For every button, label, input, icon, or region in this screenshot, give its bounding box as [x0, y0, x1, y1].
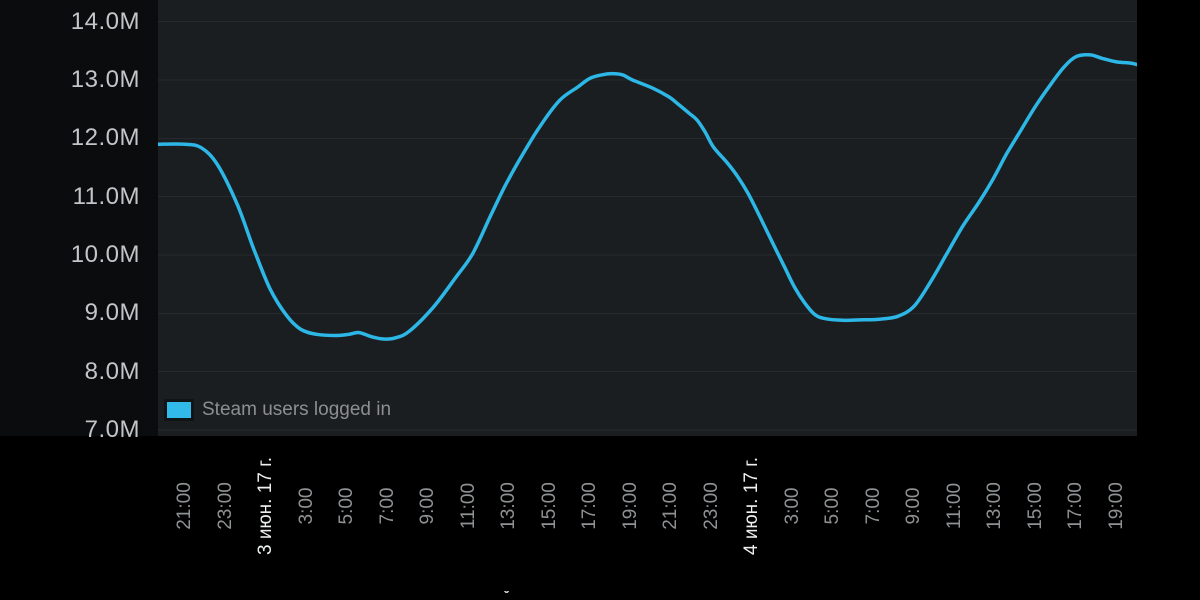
- x-axis-tick-label: 13:00: [984, 482, 1005, 530]
- y-axis-gutter: [0, 0, 158, 436]
- x-axis-tick-label: 19:00: [619, 482, 641, 530]
- x-axis-tick-label: 23:00: [214, 482, 236, 530]
- x-axis-tick-label: 9:00: [417, 487, 438, 525]
- x-axis-tick-label: 21:00: [660, 482, 681, 530]
- x-axis-tick-label: 13:00: [498, 482, 519, 530]
- legend: Steam users logged in: [164, 398, 391, 422]
- y-axis-tick-label: 12.0M: [70, 124, 140, 152]
- x-axis-tick-label: 15:00: [538, 482, 560, 530]
- series-line: [158, 53, 1137, 341]
- y-axis-tick-label: 9.0M: [84, 299, 140, 327]
- clipped-axis-title-glyph: ˇ: [503, 591, 517, 600]
- x-axis-tick-label: 15:00: [1024, 482, 1046, 530]
- x-axis-tick-label: 3:00: [295, 487, 317, 525]
- x-axis-date-label: 3 июн. 17 г.: [255, 456, 276, 556]
- x-axis-tick-label: 17:00: [1065, 482, 1086, 530]
- y-axis-tick-label: 7.0M: [84, 416, 140, 443]
- plot-area[interactable]: Steam users logged in: [158, 0, 1137, 436]
- x-axis-date-label: 4 июн. 17 г.: [741, 456, 762, 556]
- x-axis-tick-label: 11:00: [943, 482, 965, 530]
- y-axis-tick-label: 13.0M: [70, 66, 140, 93]
- y-axis-tick-label: 14.0M: [70, 7, 140, 35]
- x-axis-tick-label: 23:00: [700, 482, 722, 530]
- x-axis-tick-label: 19:00: [1105, 482, 1127, 530]
- x-axis-tick-label: 7:00: [376, 487, 398, 525]
- y-axis-tick-label: 10.0M: [70, 241, 140, 268]
- x-axis-tick-label: 17:00: [579, 482, 600, 530]
- x-axis-tick-label: 7:00: [862, 487, 884, 525]
- y-axis-tick-label: 11.0M: [72, 182, 140, 210]
- y-axis-tick-label: 8.0M: [84, 357, 140, 385]
- x-axis-tick-label: 21:00: [174, 482, 195, 530]
- legend-label: Steam users logged in: [202, 399, 392, 420]
- x-axis-tick-label: 11:00: [457, 482, 479, 530]
- line-chart-svg: [158, 21, 1137, 431]
- x-axis-tick-label: 9:00: [903, 487, 924, 525]
- x-axis-tick-label: 5:00: [336, 487, 357, 525]
- legend-swatch-icon: [164, 399, 194, 421]
- x-axis-tick-label: 5:00: [822, 487, 843, 525]
- x-axis-tick-label: 3:00: [781, 487, 803, 525]
